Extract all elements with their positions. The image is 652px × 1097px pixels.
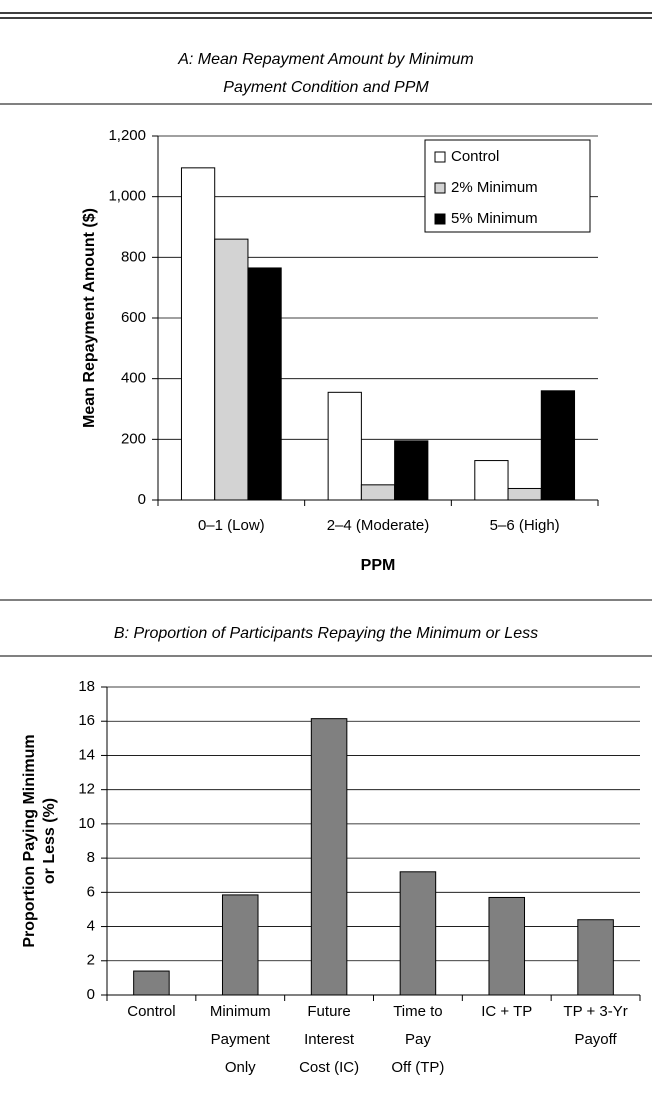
bar [474,460,509,501]
chart-title: B: Proportion of Participants Repaying t… [114,625,538,642]
bar [394,440,429,501]
x-tick-label: 2–4 (Moderate) [327,517,430,534]
y-tick-label: 10 [78,815,95,832]
y-tick-label: 4 [87,918,95,935]
y-tick-label: 16 [78,712,95,729]
x-tick-label: TP + 3-Yr [563,1003,627,1020]
x-tick-label: IC + TP [481,1003,532,1020]
bar [247,267,282,501]
y-tick-label: 600 [121,309,146,326]
x-tick-label: Minimum [210,1003,271,1020]
legend-swatch [434,151,446,163]
legend-label: Control [451,148,499,165]
x-tick-label: 5–6 (High) [490,517,560,534]
x-tick-label: Control [127,1003,175,1020]
legend-swatch [434,182,446,194]
x-tick-label: Cost (IC) [299,1059,359,1076]
y-tick-label: 1,200 [108,127,146,144]
bar [214,238,249,501]
bar [360,484,396,501]
y-tick-label: 8 [87,849,95,866]
x-tick-label: Interest [304,1031,355,1048]
y-tick-label: 2 [87,952,95,969]
x-tick-label: Off (TP) [391,1059,444,1076]
x-tick-label: 0–1 (Low) [198,517,265,534]
bar [327,391,362,501]
x-tick-label: Payment [211,1031,271,1048]
legend-label: 5% Minimum [451,210,538,227]
y-tick-label: 0 [87,986,95,1003]
legend-swatch [434,213,446,225]
chart-title: Payment Condition and PPM [223,79,429,96]
bar [507,487,542,501]
y-tick-label: 18 [78,678,95,695]
x-tick-label: Pay [405,1031,431,1048]
y-axis-label: or Less (%) [41,798,58,884]
bar [221,894,259,996]
y-axis-label: Proportion Paying Minimum [21,734,38,947]
y-tick-label: 6 [87,883,95,900]
legend-label: 2% Minimum [451,179,538,196]
y-tick-label: 1,000 [108,188,146,205]
x-tick-label: Time to [393,1003,442,1020]
bar [488,896,526,996]
y-tick-label: 800 [121,248,146,265]
y-tick-label: 200 [121,430,146,447]
bar [310,718,348,996]
legend-box [424,139,591,233]
chart-title: A: Mean Repayment Amount by Minimum [177,51,474,68]
bar [399,871,437,996]
x-axis-label: PPM [361,557,396,574]
y-tick-label: 0 [138,491,146,508]
x-tick-label: Payoff [574,1031,617,1048]
bar [577,919,614,996]
x-tick-label: Only [225,1059,256,1076]
y-tick-label: 14 [78,746,95,763]
y-axis-label: Mean Repayment Amount ($) [81,208,98,428]
y-tick-label: 12 [78,781,95,798]
bar [180,167,216,501]
y-tick-label: 400 [121,370,146,387]
bar [540,390,576,501]
bar [133,970,170,996]
x-tick-label: Future [307,1003,350,1020]
